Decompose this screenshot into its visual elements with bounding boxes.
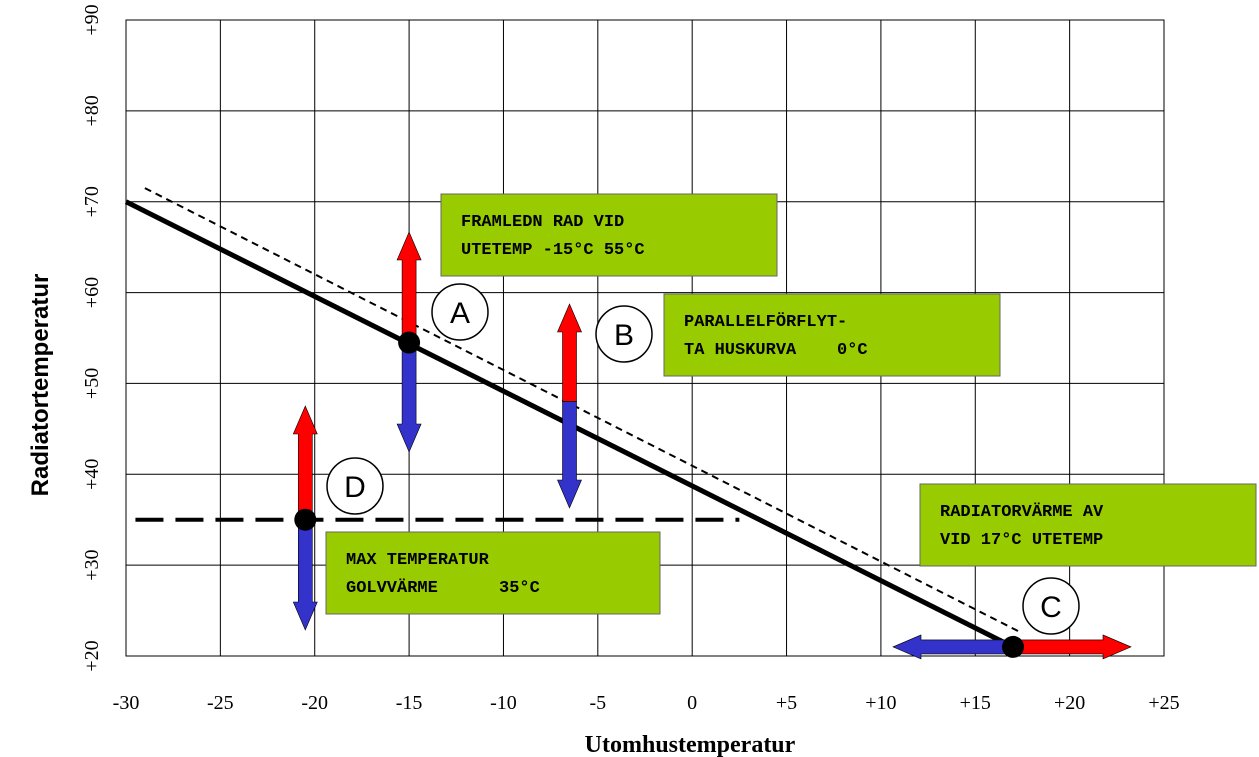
annotation-text: VID 17°C UTETEMP <box>940 531 1103 550</box>
y-tick-label: +30 <box>81 550 103 581</box>
points-group: A D C B <box>294 283 1080 658</box>
y-tick-label: +80 <box>81 95 103 126</box>
arrow-d-up <box>292 405 318 521</box>
x-tick-label: +20 <box>1054 692 1085 714</box>
annotation-text: UTETEMP -15°C 55°C <box>461 241 645 260</box>
annotation-text: MAX TEMPERATUR <box>346 551 490 570</box>
y-tick-label: +90 <box>81 4 103 35</box>
label-circle-D <box>326 457 384 515</box>
annotation-boxes: FRAMLEDN RAD VID UTETEMP -15°C 55°C PARALL… <box>325 193 1257 615</box>
x-axis-label: Utomhustemperatur <box>585 732 796 757</box>
x-tick-label: -5 <box>589 692 606 714</box>
point-A <box>398 331 421 354</box>
point-C <box>1002 635 1025 658</box>
y-tick-label: +40 <box>81 459 103 490</box>
x-tick-label: +5 <box>776 692 797 714</box>
arrow-a-down <box>396 342 422 453</box>
arrow-a-up <box>396 231 422 343</box>
annotation-box <box>919 483 1257 567</box>
annotation-box <box>663 293 1001 377</box>
annotation-box <box>440 193 778 277</box>
annotation-text: FRAMLEDN RAD VID <box>461 213 624 232</box>
label-text-B: B <box>614 319 634 352</box>
y-axis-label: Radiatortemperatur <box>27 274 54 497</box>
y-tick-label: +50 <box>81 368 103 399</box>
arrow-d-down <box>292 519 318 631</box>
label-text-A: A <box>450 297 470 330</box>
annotation-text: RADIATORVÄRME AV <box>940 502 1104 522</box>
arrows-group <box>292 231 1132 660</box>
annotation-text: GOLVVÄRME 35°C <box>346 578 540 598</box>
x-tick-label: -20 <box>301 692 328 714</box>
y-tick-label: +70 <box>81 186 103 217</box>
label-circle-A <box>431 283 489 341</box>
annotation-text: PARALLELFÖRFLYT- <box>684 312 847 332</box>
arrow-b-up <box>557 303 582 402</box>
arrow-c-right <box>1012 634 1132 660</box>
series-line-dashed <box>144 187 1023 635</box>
label-circle-C <box>1022 577 1080 635</box>
point-D <box>294 508 317 531</box>
label-circle-B <box>595 305 653 363</box>
annotation-text: TA HUSKURVA 0°C <box>684 341 868 360</box>
x-tick-label: +15 <box>960 692 991 714</box>
x-tick-label: -30 <box>113 692 140 714</box>
arrow-c-left <box>892 634 1014 660</box>
x-tick-label: -25 <box>207 692 234 714</box>
x-tick-label: -15 <box>396 692 423 714</box>
tick-labels: -30 -25 -20 -15 -10 -5 0 +5 +10 +15 +20 +25 +20 +30 +4… <box>81 4 1180 714</box>
x-tick-label: 0 <box>687 692 697 714</box>
y-tick-label: +60 <box>81 277 103 308</box>
label-text-C: C <box>1040 591 1062 624</box>
arrow-b-down <box>557 401 582 509</box>
x-tick-label: +10 <box>865 692 896 714</box>
x-tick-label: +25 <box>1148 692 1179 714</box>
x-tick-label: -10 <box>490 692 517 714</box>
annotation-box <box>325 531 661 615</box>
label-text-D: D <box>344 471 366 504</box>
y-tick-label: +20 <box>81 640 103 671</box>
